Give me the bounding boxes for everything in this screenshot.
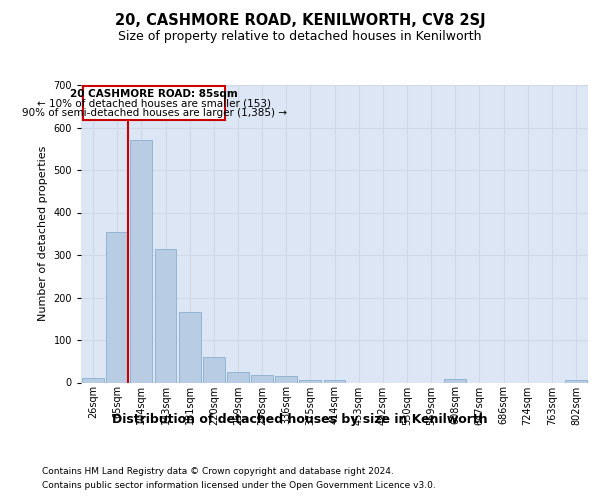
Bar bbox=[179, 312, 200, 382]
Text: Contains HM Land Registry data © Crown copyright and database right 2024.: Contains HM Land Registry data © Crown c… bbox=[42, 468, 394, 476]
Bar bbox=[323, 380, 346, 382]
Text: 20, CASHMORE ROAD, KENILWORTH, CV8 2SJ: 20, CASHMORE ROAD, KENILWORTH, CV8 2SJ bbox=[115, 12, 485, 28]
Text: 90% of semi-detached houses are larger (1,385) →: 90% of semi-detached houses are larger (… bbox=[22, 108, 287, 118]
Bar bbox=[251, 376, 273, 382]
Text: Size of property relative to detached houses in Kenilworth: Size of property relative to detached ho… bbox=[118, 30, 482, 43]
Bar bbox=[565, 380, 587, 382]
Text: Contains public sector information licensed under the Open Government Licence v3: Contains public sector information licen… bbox=[42, 481, 436, 490]
FancyBboxPatch shape bbox=[83, 86, 226, 120]
Bar bbox=[227, 372, 249, 382]
Bar bbox=[203, 357, 224, 382]
Text: ← 10% of detached houses are smaller (153): ← 10% of detached houses are smaller (15… bbox=[37, 98, 271, 108]
Bar bbox=[106, 232, 128, 382]
Bar bbox=[299, 380, 321, 382]
Bar bbox=[445, 379, 466, 382]
Text: Distribution of detached houses by size in Kenilworth: Distribution of detached houses by size … bbox=[112, 412, 488, 426]
Text: 20 CASHMORE ROAD: 85sqm: 20 CASHMORE ROAD: 85sqm bbox=[70, 89, 238, 99]
Bar bbox=[155, 248, 176, 382]
Bar bbox=[275, 376, 297, 382]
Y-axis label: Number of detached properties: Number of detached properties bbox=[38, 146, 48, 322]
Bar bbox=[82, 378, 104, 382]
Bar bbox=[130, 140, 152, 382]
